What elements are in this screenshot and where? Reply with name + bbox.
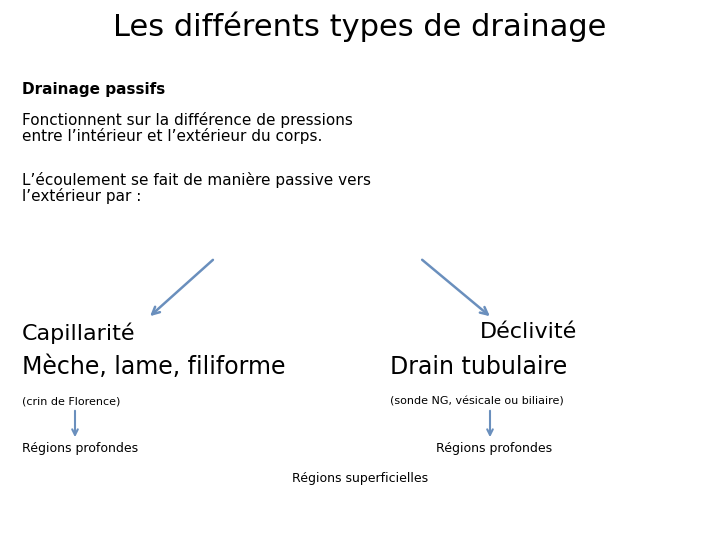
Text: Régions profondes: Régions profondes (436, 442, 552, 455)
Text: Les différents types de drainage: Les différents types de drainage (113, 12, 607, 43)
Text: Mèche, lame, filiforme: Mèche, lame, filiforme (22, 355, 286, 379)
Text: L’écoulement se fait de manière passive vers: L’écoulement se fait de manière passive … (22, 172, 371, 188)
Text: Régions superficielles: Régions superficielles (292, 472, 428, 485)
Text: Fonctionnent sur la différence de pressions: Fonctionnent sur la différence de pressi… (22, 112, 353, 128)
Text: l’extérieur par :: l’extérieur par : (22, 188, 141, 204)
Text: Drain tubulaire: Drain tubulaire (390, 355, 567, 379)
Text: (sonde NG, vésicale ou biliaire): (sonde NG, vésicale ou biliaire) (390, 397, 564, 407)
Text: Drainage passifs: Drainage passifs (22, 82, 166, 97)
Text: Régions profondes: Régions profondes (22, 442, 138, 455)
Text: (crin de Florence): (crin de Florence) (22, 397, 120, 407)
Text: entre l’intérieur et l’extérieur du corps.: entre l’intérieur et l’extérieur du corp… (22, 128, 323, 144)
Text: Déclivité: Déclivité (480, 322, 577, 342)
Text: Capillarité: Capillarité (22, 322, 135, 343)
